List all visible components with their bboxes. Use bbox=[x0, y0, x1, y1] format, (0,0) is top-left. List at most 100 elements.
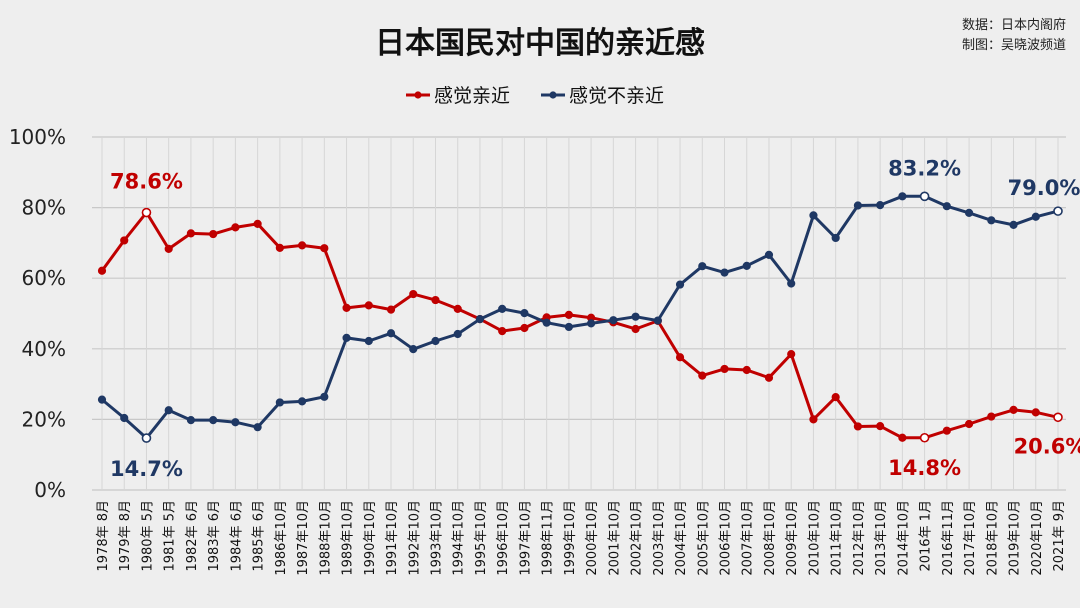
data-point bbox=[631, 312, 640, 321]
x-tick-label: 1995年10月 bbox=[474, 500, 489, 576]
data-point bbox=[498, 304, 507, 314]
data-point bbox=[653, 316, 662, 325]
data-point bbox=[364, 301, 373, 310]
x-tick-label: 1986年10月 bbox=[274, 500, 289, 576]
data-point bbox=[764, 373, 774, 382]
data-point bbox=[253, 219, 262, 228]
x-tick-label: 2019年10月 bbox=[1008, 500, 1023, 576]
legend-swatch-marker bbox=[549, 91, 557, 99]
x-tick-label: 1983年 6月 bbox=[207, 500, 222, 572]
x-tick-label: 2010年10月 bbox=[807, 500, 822, 576]
data-point bbox=[231, 223, 240, 232]
data-point bbox=[97, 395, 107, 404]
data-point bbox=[787, 349, 796, 359]
x-tick-label: 1999年10月 bbox=[563, 500, 578, 576]
data-point bbox=[275, 398, 284, 407]
x-tick-label: 2021年 9月 bbox=[1052, 500, 1067, 572]
x-tick-label: 2003年10月 bbox=[652, 500, 667, 576]
data-point bbox=[520, 309, 529, 318]
data-point bbox=[186, 229, 196, 238]
value-annotation: 83.2% bbox=[888, 156, 961, 180]
data-point bbox=[342, 303, 351, 312]
source-credit: 数据：日本内阁府 制图：吴晓波频道 bbox=[962, 16, 1066, 56]
data-point bbox=[1031, 212, 1040, 221]
data-point bbox=[1009, 405, 1018, 414]
data-point bbox=[809, 415, 818, 424]
data-point bbox=[964, 419, 974, 429]
data-point bbox=[764, 250, 774, 260]
data-point bbox=[720, 364, 729, 374]
y-axis-ticks: 0% 20% 40% 60% 80% 100% bbox=[9, 125, 66, 502]
data-point bbox=[987, 216, 996, 225]
x-tick-label: 2006年10月 bbox=[719, 500, 734, 576]
data-point bbox=[141, 433, 152, 443]
data-point bbox=[919, 432, 930, 443]
data-point bbox=[297, 397, 307, 406]
legend-label: 感觉亲近 bbox=[434, 85, 510, 107]
data-point bbox=[853, 422, 863, 431]
data-point bbox=[498, 327, 507, 336]
data-point bbox=[453, 329, 462, 339]
x-tick-label: 1997年10月 bbox=[518, 500, 533, 576]
data-point bbox=[831, 393, 840, 402]
data-point bbox=[809, 211, 818, 220]
data-point bbox=[1053, 206, 1063, 216]
x-tick-label: 2005年10月 bbox=[696, 500, 711, 576]
data-point bbox=[1031, 408, 1040, 417]
x-tick-label: 1978年 8月 bbox=[96, 500, 111, 572]
data-point bbox=[919, 191, 930, 202]
data-point bbox=[609, 316, 618, 325]
x-tick-label: 1988年10月 bbox=[318, 500, 333, 576]
data-point bbox=[431, 295, 440, 305]
data-point bbox=[675, 280, 685, 289]
x-tick-label: 2012年10月 bbox=[852, 500, 867, 576]
y-tick-label: 60% bbox=[22, 266, 66, 290]
data-point bbox=[253, 423, 262, 432]
data-point bbox=[542, 318, 551, 327]
legend-label: 感觉不亲近 bbox=[569, 85, 664, 107]
data-point bbox=[209, 416, 218, 425]
grid-lines bbox=[92, 136, 1066, 491]
data-point bbox=[587, 319, 596, 328]
data-point bbox=[386, 329, 396, 338]
series-lines bbox=[97, 191, 1063, 443]
data-point bbox=[898, 192, 907, 201]
data-point bbox=[675, 353, 685, 362]
y-tick-label: 20% bbox=[22, 407, 66, 431]
data-point bbox=[698, 371, 707, 380]
x-tick-label: 1987年10月 bbox=[296, 500, 311, 576]
data-point bbox=[209, 229, 218, 239]
data-point bbox=[409, 289, 418, 299]
x-tick-label: 2008年10月 bbox=[763, 500, 778, 576]
data-point bbox=[364, 336, 373, 346]
data-point bbox=[164, 406, 173, 415]
series-line bbox=[100, 211, 1059, 440]
value-annotation: 78.6% bbox=[110, 170, 183, 194]
data-point bbox=[320, 244, 329, 253]
data-point bbox=[1009, 220, 1018, 229]
data-point bbox=[164, 244, 173, 254]
data-point bbox=[186, 416, 196, 425]
x-tick-label: 1981年 5月 bbox=[163, 500, 178, 572]
x-tick-label: 1989年10月 bbox=[341, 500, 356, 576]
data-point bbox=[964, 208, 974, 217]
x-tick-label: 2001年10月 bbox=[607, 500, 622, 576]
value-annotation: 79.0% bbox=[1008, 176, 1080, 200]
x-tick-label: 1996年10月 bbox=[496, 500, 511, 576]
data-point bbox=[942, 426, 951, 435]
x-tick-label: 1998年11月 bbox=[541, 500, 556, 576]
x-tick-label: 2017年10月 bbox=[963, 500, 978, 576]
annotations: 78.6% 14.7% 83.2% 79.0% 14.8% 20.6% bbox=[110, 156, 1080, 481]
x-tick-label: 2007年10月 bbox=[741, 500, 756, 576]
data-point bbox=[386, 305, 396, 314]
x-tick-label: 2011年10月 bbox=[830, 500, 845, 576]
x-tick-label: 1984年 6月 bbox=[229, 500, 244, 572]
x-tick-label: 1985年 6月 bbox=[252, 500, 267, 572]
data-point bbox=[876, 422, 885, 431]
x-tick-label: 2018年10月 bbox=[985, 500, 1000, 576]
data-point bbox=[1053, 412, 1063, 423]
data-point bbox=[631, 324, 640, 334]
legend-swatch-marker bbox=[414, 91, 422, 99]
data-point bbox=[475, 315, 485, 324]
